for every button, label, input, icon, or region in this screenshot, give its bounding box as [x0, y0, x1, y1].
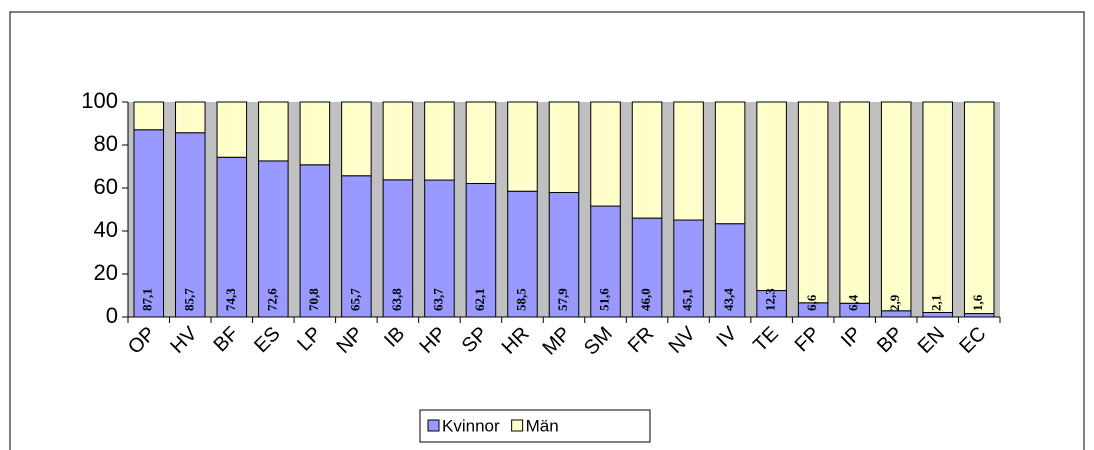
chart-frame: [9, 11, 1085, 450]
x-tick-label: EC: [955, 323, 990, 358]
bar-segment: [258, 160, 289, 318]
y-tick-label: 100: [81, 88, 118, 113]
legend-frame: [419, 409, 651, 443]
data-label: 87,1: [140, 288, 155, 311]
data-label: 63,8: [389, 288, 404, 311]
data-label: 12,3: [763, 288, 778, 311]
bar-segment: [341, 175, 372, 318]
x-tick-label: MP: [539, 323, 576, 360]
x-tick-label: FR: [624, 323, 658, 357]
data-label: 43,4: [721, 288, 736, 311]
x-tick-label: HP: [415, 323, 450, 358]
bar-segment: [590, 205, 621, 318]
x-tick-label: BP: [873, 323, 907, 357]
data-label: 57,9: [555, 288, 570, 311]
bar-segment: [341, 101, 372, 177]
bar-segment: [216, 101, 248, 158]
x-tick-label: OP: [124, 323, 160, 359]
bar-segment: [175, 101, 206, 134]
legend-swatch: [427, 419, 440, 432]
data-label: 6,4: [846, 294, 861, 311]
data-label: 72,6: [264, 288, 279, 311]
legend: Kvinnor Män: [419, 409, 651, 443]
bar-segment: [631, 217, 663, 318]
bar-segment: [507, 101, 538, 192]
y-tick-label: 80: [94, 131, 118, 156]
bar-segment: [548, 101, 580, 194]
x-tick-label: BF: [209, 323, 243, 357]
y-tick-label: 60: [94, 174, 118, 199]
bar-segment: [299, 164, 331, 318]
bar-segment: [673, 101, 704, 221]
bar-segment: [714, 101, 746, 225]
bar-segment: [382, 101, 414, 181]
data-label: 6,6: [804, 294, 819, 311]
bar-segment: [963, 101, 995, 315]
data-label: 45,1: [680, 288, 695, 311]
x-tick-label: HR: [498, 323, 534, 359]
data-label: 85,7: [181, 288, 196, 311]
data-label: 2,9: [887, 294, 902, 311]
x-tick-label: HV: [166, 322, 202, 358]
x-tick-label: EN: [914, 323, 949, 358]
data-label: 63,7: [430, 288, 445, 311]
x-tick-label: ES: [250, 323, 284, 357]
data-label: 1,6: [970, 294, 985, 311]
x-tick-label: SP: [458, 323, 492, 357]
bar-segment: [465, 101, 497, 184]
data-label: 65,7: [347, 288, 362, 311]
y-tick-label: 20: [94, 260, 118, 285]
legend-swatch: [511, 419, 524, 432]
data-label: 70,8: [306, 288, 321, 311]
bar-segment: [756, 101, 787, 292]
y-tick-label: 40: [94, 217, 118, 242]
y-tick-label: 0: [106, 303, 118, 328]
x-tick-label: IP: [837, 323, 866, 352]
x-tick-label: LP: [293, 323, 326, 356]
bar-segment: [922, 311, 953, 318]
data-label: 2,1: [929, 295, 944, 311]
bar-segment: [797, 101, 829, 304]
bar-segment: [175, 132, 206, 318]
bar-segment: [465, 182, 497, 318]
x-tick-label: IV: [712, 322, 741, 351]
x-tick-label: FP: [791, 323, 825, 357]
x-tick-label: NP: [332, 323, 367, 358]
x-tick-label: SM: [580, 323, 617, 360]
bar-segment: [382, 179, 414, 318]
legend-label: Män: [526, 416, 559, 435]
legend-label: Kvinnor: [442, 416, 500, 435]
data-label: 74,3: [223, 288, 238, 311]
data-label: 51,6: [597, 288, 612, 311]
x-tick-label: IB: [380, 323, 409, 352]
bar-segment: [299, 101, 331, 166]
bar-segment: [880, 101, 912, 312]
bar-segment: [631, 101, 663, 219]
x-tick-label: NV: [665, 322, 701, 358]
bar-segment: [922, 101, 953, 313]
bar-segment: [839, 101, 870, 304]
data-label: 58,5: [513, 288, 528, 311]
x-tick-label: TE: [749, 323, 783, 357]
data-label: 62,1: [472, 288, 487, 311]
bar-segment: [258, 101, 289, 162]
bar-segment: [590, 101, 621, 207]
bar-segment: [424, 101, 455, 181]
bar-segment: [133, 101, 165, 131]
bar-segment: [507, 190, 538, 318]
bar-segment: [963, 313, 995, 318]
data-label: 46,0: [638, 288, 653, 311]
